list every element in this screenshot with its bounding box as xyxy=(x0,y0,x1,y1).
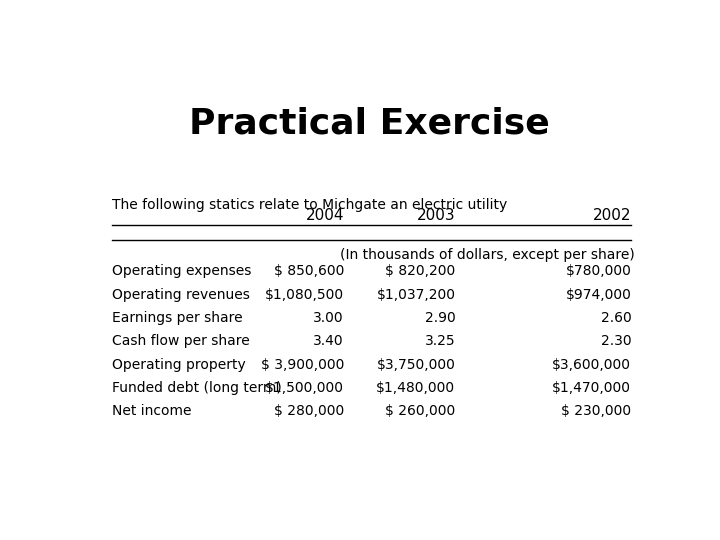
Text: 3.40: 3.40 xyxy=(313,334,344,348)
Text: 2.60: 2.60 xyxy=(600,311,631,325)
Text: Operating revenues: Operating revenues xyxy=(112,288,250,302)
Text: $ 820,200: $ 820,200 xyxy=(385,265,456,279)
Text: $1,037,200: $1,037,200 xyxy=(377,288,456,302)
Text: $ 260,000: $ 260,000 xyxy=(385,404,456,418)
Text: Net income: Net income xyxy=(112,404,192,418)
Text: 2004: 2004 xyxy=(305,208,344,223)
Text: Earnings per share: Earnings per share xyxy=(112,311,243,325)
Text: $1,080,500: $1,080,500 xyxy=(265,288,344,302)
Text: Funded debt (long term): Funded debt (long term) xyxy=(112,381,282,395)
Text: Practical Exercise: Practical Exercise xyxy=(189,106,549,140)
Text: $3,600,000: $3,600,000 xyxy=(552,357,631,372)
Text: $ 3,900,000: $ 3,900,000 xyxy=(261,357,344,372)
Text: (In thousands of dollars, except per share): (In thousands of dollars, except per sha… xyxy=(340,248,635,262)
Text: 3.25: 3.25 xyxy=(425,334,456,348)
Text: 2.30: 2.30 xyxy=(600,334,631,348)
Text: $ 230,000: $ 230,000 xyxy=(561,404,631,418)
Text: Cash flow per share: Cash flow per share xyxy=(112,334,250,348)
Text: $ 280,000: $ 280,000 xyxy=(274,404,344,418)
Text: 2002: 2002 xyxy=(593,208,631,223)
Text: $1,480,000: $1,480,000 xyxy=(377,381,456,395)
Text: 2.90: 2.90 xyxy=(425,311,456,325)
Text: 2003: 2003 xyxy=(417,208,456,223)
Text: $974,000: $974,000 xyxy=(565,288,631,302)
Text: The following statics relate to Michgate an electric utility: The following statics relate to Michgate… xyxy=(112,198,508,212)
Text: Operating property: Operating property xyxy=(112,357,246,372)
Text: $3,750,000: $3,750,000 xyxy=(377,357,456,372)
Text: Operating expenses: Operating expenses xyxy=(112,265,252,279)
Text: $780,000: $780,000 xyxy=(565,265,631,279)
Text: $1,500,000: $1,500,000 xyxy=(265,381,344,395)
Text: $ 850,600: $ 850,600 xyxy=(274,265,344,279)
Text: 3.00: 3.00 xyxy=(313,311,344,325)
Text: $1,470,000: $1,470,000 xyxy=(552,381,631,395)
